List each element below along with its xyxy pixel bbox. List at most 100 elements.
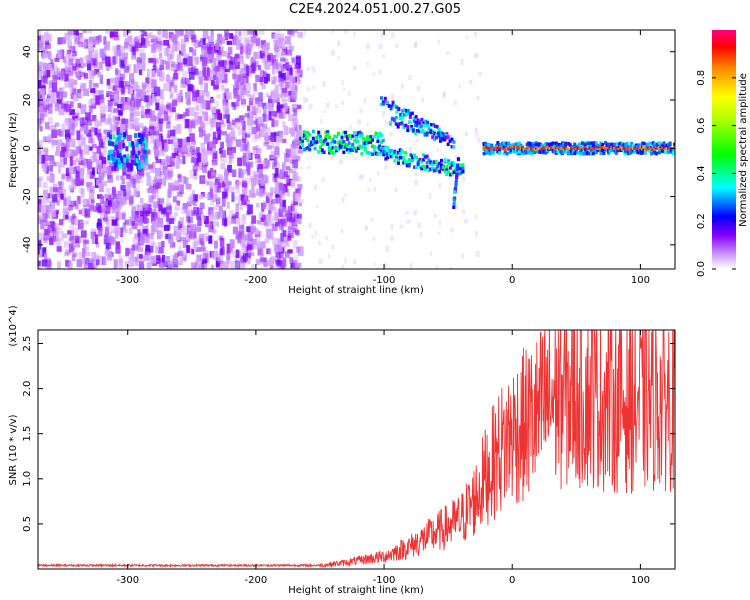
heatmap-cell bbox=[241, 155, 247, 166]
heatmap-cell bbox=[372, 72, 376, 76]
heatmap-cell bbox=[423, 155, 427, 159]
heatmap-cell bbox=[261, 114, 268, 122]
heatmap-cell bbox=[227, 53, 231, 58]
heatmap-cell bbox=[247, 240, 253, 245]
heatmap-cell bbox=[68, 71, 74, 77]
heatmap-cell bbox=[75, 146, 81, 155]
heatmap-cell bbox=[243, 238, 248, 247]
heatmap-cell bbox=[135, 142, 139, 148]
heatmap-cell bbox=[311, 141, 315, 146]
heatmap-cell bbox=[134, 160, 138, 166]
heatmap-cell bbox=[420, 117, 424, 122]
heatmap-cell bbox=[139, 198, 144, 204]
heatmap-cell bbox=[300, 199, 305, 204]
heatmap-cell bbox=[188, 216, 193, 223]
heatmap-cell bbox=[246, 43, 252, 52]
heatmap-cell bbox=[117, 109, 123, 116]
heatmap-cell bbox=[639, 151, 643, 156]
heatmap-cell bbox=[116, 50, 121, 55]
heatmap-cell bbox=[550, 142, 554, 146]
heatmap-cell bbox=[117, 190, 123, 196]
heatmap-cell bbox=[637, 144, 641, 149]
heatmap-cell bbox=[235, 61, 240, 70]
heatmap-cell bbox=[220, 119, 224, 125]
heatmap-cell bbox=[174, 185, 180, 191]
heatmap-cell bbox=[134, 138, 140, 146]
heatmap-cell bbox=[144, 141, 148, 147]
heatmap-cell bbox=[41, 204, 48, 215]
heatmap-cell bbox=[344, 145, 348, 149]
heatmap-cell bbox=[263, 106, 267, 117]
heatmap-cell bbox=[47, 258, 51, 266]
heatmap-cell bbox=[168, 82, 172, 92]
heatmap-cell bbox=[351, 148, 355, 152]
heatmap-cell bbox=[209, 123, 214, 131]
heatmap-cell bbox=[590, 141, 594, 145]
heatmap-cell bbox=[301, 136, 305, 140]
heatmap-cell bbox=[251, 264, 255, 269]
heatmap-cell bbox=[290, 128, 296, 137]
heatmap-cell bbox=[249, 94, 255, 101]
heatmap-cell bbox=[381, 102, 385, 106]
heatmap-cell bbox=[218, 60, 224, 67]
heatmap-cell bbox=[268, 210, 272, 215]
heatmap-cell bbox=[547, 142, 551, 147]
heatmap-cell bbox=[183, 225, 189, 236]
heatmap-cell bbox=[192, 172, 198, 180]
heatmap-cell bbox=[71, 216, 75, 225]
heatmap-cell bbox=[556, 146, 560, 150]
heatmap-cell bbox=[123, 65, 130, 73]
heatmap-cell bbox=[245, 133, 251, 138]
heatmap-cell bbox=[504, 145, 508, 150]
heatmap-cell bbox=[155, 190, 160, 199]
heatmap-cell bbox=[516, 145, 520, 149]
heatmap-cell bbox=[176, 191, 183, 197]
heatmap-cell bbox=[47, 33, 52, 41]
heatmap-cell bbox=[146, 84, 152, 93]
heatmap-cell bbox=[49, 173, 55, 183]
heatmap-cell bbox=[514, 142, 518, 146]
heatmap-cell bbox=[401, 109, 405, 113]
heatmap-cell bbox=[257, 65, 262, 70]
heatmap-cell bbox=[427, 128, 431, 133]
heatmap-cell bbox=[408, 115, 412, 119]
heatmap-cell bbox=[109, 134, 113, 140]
heatmap-cell bbox=[202, 250, 209, 255]
heatmap-cell bbox=[147, 187, 154, 194]
heatmap-cell bbox=[239, 46, 244, 55]
heatmap-cell bbox=[356, 139, 360, 144]
heatmap-cell bbox=[207, 46, 213, 55]
heatmap-cell bbox=[170, 50, 175, 60]
heatmap-cell bbox=[42, 147, 49, 152]
snr-x-label: Height of straight line (km) bbox=[288, 585, 424, 596]
heatmap-cell bbox=[78, 41, 84, 47]
heatmap-cell bbox=[280, 73, 286, 81]
heatmap-cell bbox=[87, 30, 93, 34]
heatmap-cell bbox=[186, 98, 191, 106]
heatmap-cell bbox=[404, 112, 408, 117]
heatmap-cell bbox=[63, 205, 67, 213]
heatmap-cell bbox=[442, 137, 446, 142]
heatmap-cell bbox=[443, 169, 447, 174]
heatmap-cell bbox=[39, 98, 46, 104]
heatmap-cell bbox=[40, 49, 46, 57]
heatmap-cell bbox=[636, 145, 640, 149]
heatmap-cell bbox=[278, 77, 283, 83]
heatmap-cell bbox=[118, 77, 124, 88]
heatmap-cell bbox=[218, 147, 223, 154]
heatmap-cell bbox=[261, 204, 266, 210]
heatmap-cell bbox=[304, 131, 308, 135]
heatmap-cell bbox=[639, 145, 643, 149]
heatmap-cell bbox=[195, 226, 202, 232]
heatmap-cell bbox=[339, 133, 344, 138]
heatmap-cell bbox=[185, 108, 190, 117]
heatmap-cell bbox=[306, 86, 310, 92]
heatmap-cell bbox=[531, 148, 535, 151]
heatmap-cell bbox=[291, 117, 297, 128]
heatmap-cell bbox=[125, 146, 129, 152]
heatmap-cell bbox=[345, 147, 349, 152]
heatmap-cell bbox=[497, 145, 501, 149]
heatmap-cell bbox=[153, 86, 159, 93]
heatmap-cell bbox=[270, 256, 277, 262]
heatmap-cell bbox=[164, 256, 171, 266]
